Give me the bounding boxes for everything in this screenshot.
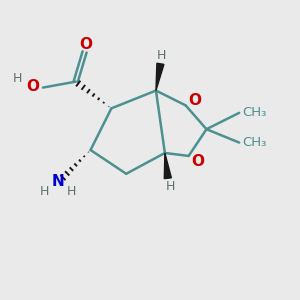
Text: O: O bbox=[80, 37, 93, 52]
Text: CH₃: CH₃ bbox=[242, 106, 266, 119]
Text: CH₃: CH₃ bbox=[242, 136, 266, 149]
Text: H: H bbox=[40, 184, 49, 197]
Text: H: H bbox=[67, 184, 76, 197]
Polygon shape bbox=[164, 153, 171, 179]
Text: N: N bbox=[52, 174, 64, 189]
Polygon shape bbox=[156, 63, 164, 91]
Text: O: O bbox=[191, 154, 204, 169]
Text: O: O bbox=[188, 94, 201, 109]
Text: H: H bbox=[13, 72, 22, 85]
Text: O: O bbox=[26, 79, 39, 94]
Text: H: H bbox=[166, 180, 176, 193]
Text: H: H bbox=[157, 49, 167, 62]
